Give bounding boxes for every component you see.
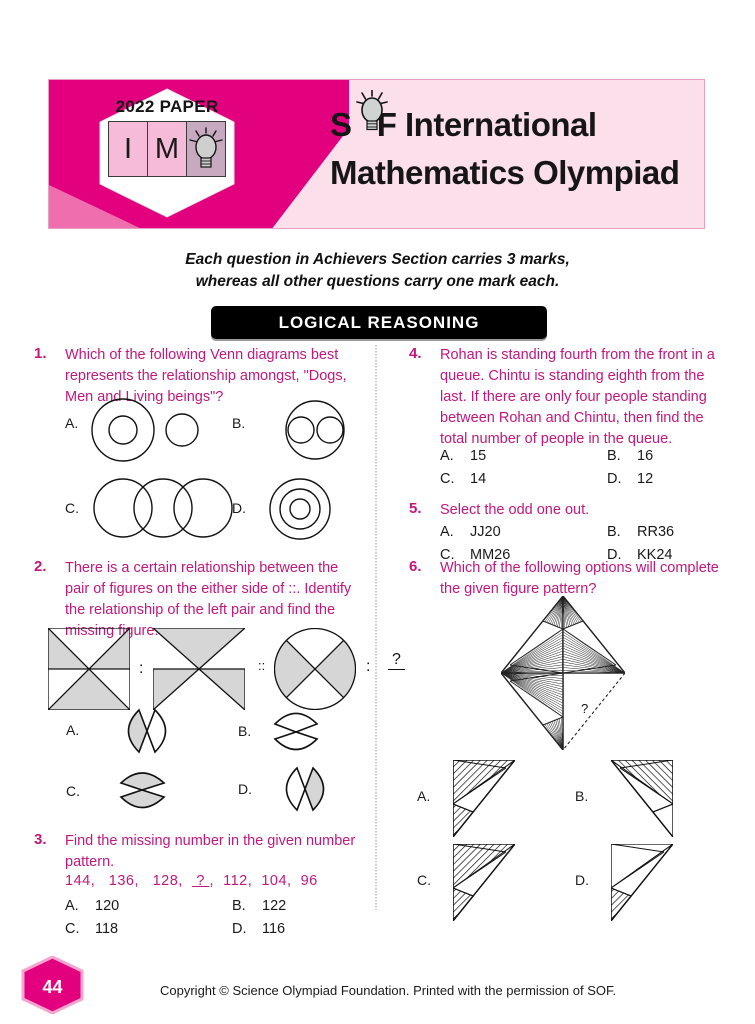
svg-text:?: ? <box>581 701 588 716</box>
